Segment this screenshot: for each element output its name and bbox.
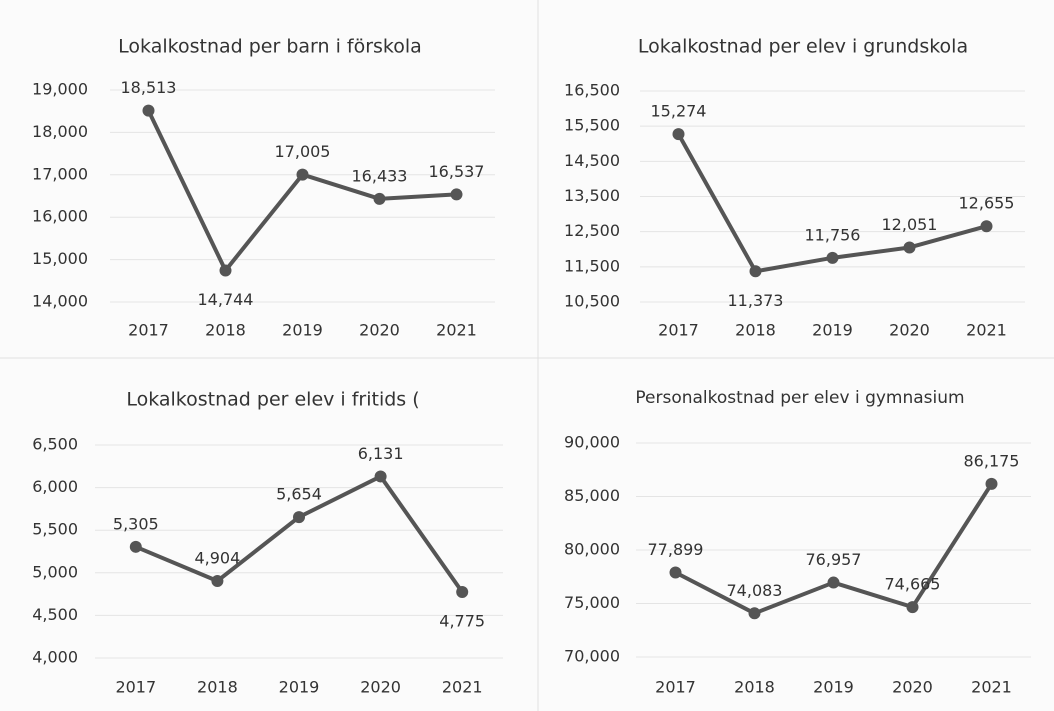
data-label: 4,904	[194, 548, 240, 567]
x-tick-label: 2017	[658, 321, 699, 340]
y-tick-label: 17,000	[32, 164, 88, 183]
marker	[980, 220, 993, 233]
data-label: 12,051	[882, 215, 938, 234]
x-tick-label: 2017	[128, 321, 169, 340]
y-tick-label: 75,000	[564, 593, 620, 612]
y-tick-label: 70,000	[564, 647, 620, 666]
data-label: 16,433	[352, 166, 408, 185]
x-tick-label: 2018	[734, 678, 775, 697]
y-tick-label: 85,000	[564, 486, 620, 505]
marker	[826, 251, 839, 264]
marker	[748, 607, 761, 620]
x-tick-label: 2021	[442, 678, 483, 697]
data-label: 16,537	[429, 162, 485, 181]
y-tick-label: 16,000	[32, 207, 88, 226]
marker	[219, 264, 232, 277]
data-label: 11,373	[728, 291, 784, 310]
data-label: 11,756	[805, 225, 861, 244]
data-label: 6,131	[358, 444, 404, 463]
x-tick-label: 2021	[966, 321, 1007, 340]
marker	[296, 168, 309, 181]
data-label: 76,957	[806, 550, 862, 569]
x-tick-label: 2020	[360, 678, 401, 697]
marker	[142, 104, 155, 117]
data-label: 14,744	[198, 290, 254, 309]
y-tick-label: 12,500	[564, 221, 620, 240]
x-tick-label: 2021	[436, 321, 477, 340]
y-tick-label: 4,500	[32, 605, 78, 624]
y-tick-label: 90,000	[564, 433, 620, 452]
y-tick-label: 80,000	[564, 540, 620, 559]
y-tick-label: 13,500	[564, 186, 620, 205]
data-label: 5,305	[113, 514, 159, 533]
marker	[450, 188, 463, 201]
data-label: 4,775	[439, 611, 485, 630]
chart-title: Lokalkostnad per elev i fritids (	[126, 389, 419, 411]
data-label: 18,513	[121, 78, 177, 97]
data-label: 86,175	[964, 451, 1020, 470]
y-tick-label: 4,000	[32, 648, 78, 667]
y-tick-label: 16,500	[564, 81, 620, 100]
x-tick-label: 2020	[889, 321, 930, 340]
y-tick-label: 15,000	[32, 249, 88, 268]
data-label: 12,655	[959, 194, 1015, 213]
y-tick-label: 5,500	[32, 520, 78, 539]
y-tick-label: 5,000	[32, 562, 78, 581]
chart-title: Lokalkostnad per barn i förskola	[118, 36, 422, 58]
marker	[669, 566, 682, 579]
marker	[672, 128, 685, 141]
marker	[903, 241, 916, 254]
x-tick-label: 2019	[282, 321, 323, 340]
y-tick-label: 14,500	[564, 151, 620, 170]
y-tick-label: 11,500	[564, 256, 620, 275]
marker	[374, 470, 387, 483]
y-tick-label: 15,500	[564, 116, 620, 135]
y-tick-label: 14,000	[32, 292, 88, 311]
y-tick-label: 18,000	[32, 122, 88, 141]
marker	[749, 265, 762, 278]
y-tick-label: 6,500	[32, 435, 78, 454]
x-tick-label: 2017	[115, 678, 156, 697]
y-tick-label: 19,000	[32, 80, 88, 99]
data-label: 15,274	[651, 102, 707, 121]
data-label: 5,654	[276, 485, 322, 504]
x-tick-label: 2018	[205, 321, 246, 340]
data-label: 74,665	[885, 575, 941, 594]
y-tick-label: 6,000	[32, 477, 78, 496]
marker	[129, 540, 142, 553]
chart-title: Lokalkostnad per elev i grundskola	[638, 36, 968, 58]
marker	[985, 477, 998, 490]
x-tick-label: 2020	[359, 321, 400, 340]
x-tick-label: 2018	[197, 678, 238, 697]
data-label: 17,005	[275, 142, 331, 161]
x-tick-label: 2019	[813, 678, 854, 697]
marker	[293, 511, 305, 524]
x-tick-label: 2021	[971, 678, 1012, 697]
x-tick-label: 2017	[655, 678, 696, 697]
data-label: 77,899	[648, 540, 704, 559]
data-label: 74,083	[727, 581, 783, 600]
marker	[211, 574, 224, 587]
y-tick-label: 10,500	[564, 292, 620, 311]
marker	[456, 585, 469, 598]
marker	[827, 576, 840, 589]
marker	[373, 192, 386, 205]
x-tick-label: 2019	[279, 678, 320, 697]
marker	[906, 601, 919, 614]
x-tick-label: 2020	[892, 678, 933, 697]
x-tick-label: 2019	[812, 321, 853, 340]
chart-title: Personalkostnad per elev i gymnasium	[635, 388, 964, 408]
x-tick-label: 2018	[735, 321, 776, 340]
